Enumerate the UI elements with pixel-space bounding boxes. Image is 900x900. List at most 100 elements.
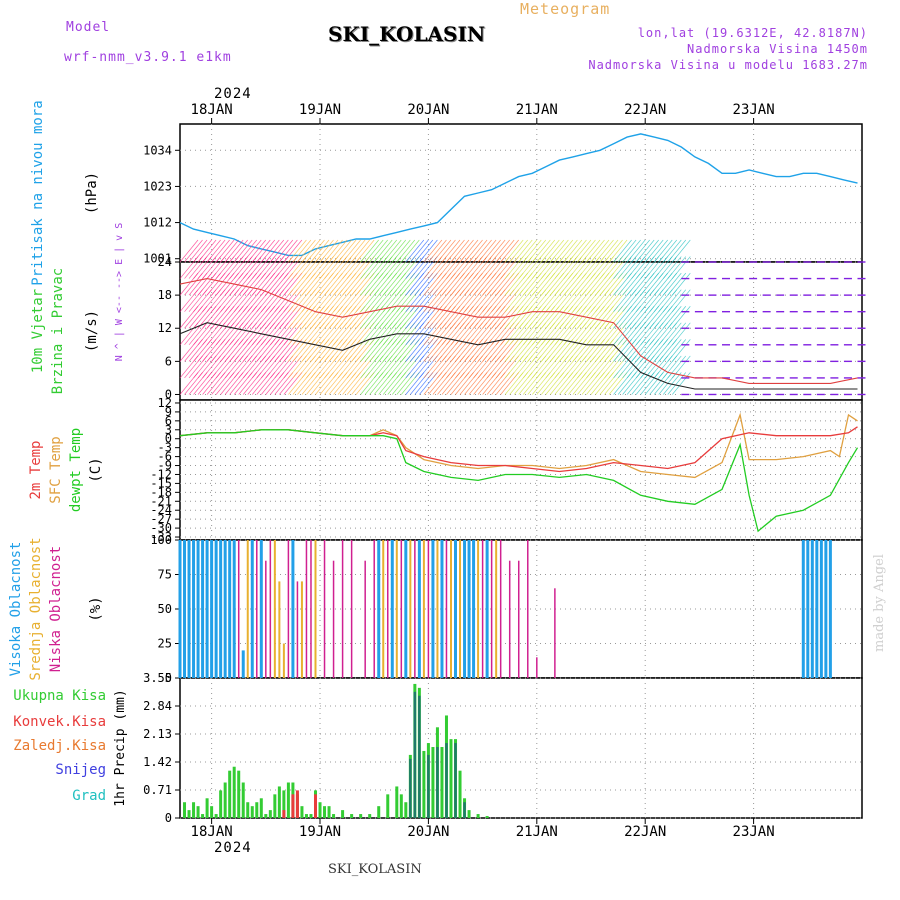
y-tick-label: -21: [150, 494, 172, 508]
y-tick-label: 12: [158, 321, 172, 335]
precip-legend-entry: Ukupna Kisa: [13, 688, 106, 704]
wind-barb: [500, 239, 519, 263]
wind-barb: [667, 322, 687, 346]
precip-bar: [404, 802, 408, 818]
wind-barb: [328, 239, 348, 263]
wind-barb: [649, 239, 668, 263]
y-tick-label: 12: [158, 396, 172, 410]
wind-barb: [455, 239, 474, 263]
wind-barb: [495, 239, 515, 263]
x-tick-label-bottom: 18JAN: [191, 824, 233, 840]
wind-barb: [378, 239, 397, 263]
y-tick-label: 75: [158, 568, 172, 582]
cloud-bar: [287, 540, 290, 678]
wind-barb: [509, 239, 528, 263]
wind-barb: [437, 239, 456, 263]
wind-barb: [667, 339, 687, 362]
precip-bar: [264, 814, 268, 818]
x-tick-label-bottom: 19JAN: [299, 824, 341, 840]
wind-axis-unit: (m/s): [84, 310, 100, 352]
wind-barb: [360, 239, 379, 263]
cloud-bar: [314, 540, 317, 678]
cloud-bar: [350, 540, 353, 678]
x-tick-label-bottom: 22JAN: [624, 824, 666, 840]
wind-barb: [247, 239, 267, 263]
cloud-bar: [409, 540, 412, 678]
wind-barb: [672, 289, 691, 312]
precip-bar: [286, 782, 290, 818]
precip-bar: [277, 786, 281, 818]
precip-bar: [273, 794, 277, 818]
y-tick-label: -6: [158, 450, 172, 464]
y-tick-label: -12: [150, 467, 172, 481]
wind-barb: [626, 239, 646, 263]
y-tick-label: 0: [165, 671, 172, 685]
precip-bar: [418, 695, 421, 818]
wind-barb: [315, 239, 334, 263]
pressure-line: [179, 133, 858, 257]
cloud-bar: [404, 540, 408, 678]
wind-barb: [184, 239, 203, 263]
wind-barb: [274, 239, 294, 263]
y-tick-label: 100: [150, 533, 172, 547]
cloud-axis-unit: (%): [88, 596, 104, 621]
wind-barb: [663, 239, 682, 263]
precip-bar: [377, 806, 381, 818]
model-altitude-label: Nadmorska Visina u modelu 1683.27m: [588, 58, 868, 72]
y-tick-label: 1034: [143, 143, 172, 157]
panel-frame-precip: [179, 677, 863, 819]
precip-bar: [427, 754, 430, 818]
wind-barb: [581, 239, 601, 263]
cloud-bar: [463, 540, 467, 678]
cloud-bar: [427, 540, 430, 678]
precip-bar: [476, 814, 480, 818]
precip-bar: [341, 810, 345, 818]
wind-barb: [229, 239, 248, 263]
precip-bar: [300, 806, 304, 818]
wind-barb: [310, 239, 330, 263]
precip-bar: [304, 814, 308, 818]
cloud-bar: [810, 540, 814, 678]
precip-bar: [350, 814, 354, 818]
wind-barb: [441, 239, 461, 263]
precip-bar: [454, 743, 457, 818]
cloud-bar: [499, 540, 502, 678]
wind-barb: [333, 239, 352, 263]
cloud-bar: [259, 540, 263, 678]
wind-barb: [414, 239, 434, 263]
wind-barb: [504, 239, 524, 263]
cloud-bar: [305, 540, 308, 678]
cloud-bar: [395, 540, 398, 678]
wind-barb: [206, 239, 226, 263]
wind-barb: [364, 239, 384, 263]
wind-barb: [486, 239, 506, 263]
cloud-bar: [332, 560, 335, 678]
precip-legend-entry: Grad: [72, 788, 106, 804]
wind-barb: [211, 239, 230, 263]
precip-bar: [228, 770, 232, 818]
y-tick-label: 6: [165, 354, 172, 368]
wind-barb: [482, 239, 501, 263]
wind-barb: [215, 239, 235, 263]
sfc-temp-axis-title: SFC Temp: [48, 436, 64, 503]
y-tick-label: -30: [150, 521, 172, 535]
precip-bar: [255, 802, 259, 818]
wind-barb: [663, 372, 682, 395]
wind-barb: [265, 239, 285, 263]
wind-barb: [577, 239, 596, 263]
cloud-bar: [210, 540, 214, 678]
cloud-bar: [801, 540, 805, 678]
wind-barb: [220, 239, 239, 263]
cloud-bar: [256, 540, 258, 678]
y-tick-label: 1.42: [143, 755, 172, 769]
coords-label: lon,lat (19.6312E, 42.8187N): [637, 26, 868, 40]
wind-barb: [428, 239, 447, 263]
precip-bar: [210, 806, 214, 818]
wind-barb: [419, 239, 438, 263]
wind-barb: [608, 239, 628, 263]
cloud-bar: [806, 540, 810, 678]
wind-barb: [410, 239, 429, 263]
wind-barb: [464, 239, 483, 263]
wind-barb: [473, 239, 492, 263]
wind-barb: [518, 239, 538, 263]
